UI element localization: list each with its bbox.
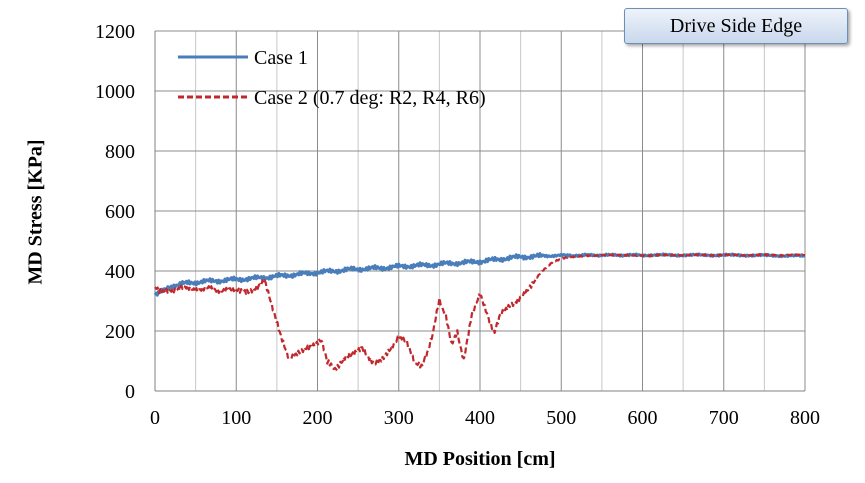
gridlines [154,30,806,392]
series-lines [153,252,806,371]
x-tick-label: 100 [221,407,251,429]
y-tick-label: 800 [105,141,135,163]
x-tick-label: 500 [546,407,576,429]
x-tick-label: 600 [628,407,658,429]
x-axis-title: MD Position [cm] [404,448,556,470]
x-tick-label: 700 [709,407,739,429]
x-tick-label: 0 [150,407,160,429]
y-axis-title: MD Stress [KPa] [24,139,47,285]
axes [154,31,805,392]
y-tick-label: 1000 [95,81,135,103]
y-tick-label: 200 [105,321,135,343]
y-tick-label: 0 [125,381,135,403]
legend-label-1: Case 1 [254,47,308,69]
annotation-text: Drive Side Edge [669,15,803,37]
x-tick-label: 200 [303,407,333,429]
x-tick-label: 800 [790,407,820,429]
legend: Case 1 Case 2 (0.7 deg: R2, R4, R6) [178,47,486,109]
x-tick-label: 300 [384,407,414,429]
x-tick-label: 400 [465,407,495,429]
annotation-box: Drive Side Edge [624,8,848,44]
y-tick-label: 600 [105,201,135,223]
legend-label-2: Case 2 (0.7 deg: R2, R4, R6) [254,87,486,109]
y-tick-label: 1200 [95,21,135,43]
y-tick-label: 400 [105,261,135,283]
tick-labels: 0 100 200 300 400 500 600 700 800 0 200 400 600 800 10… [95,21,820,429]
series-line-2 [154,253,805,371]
